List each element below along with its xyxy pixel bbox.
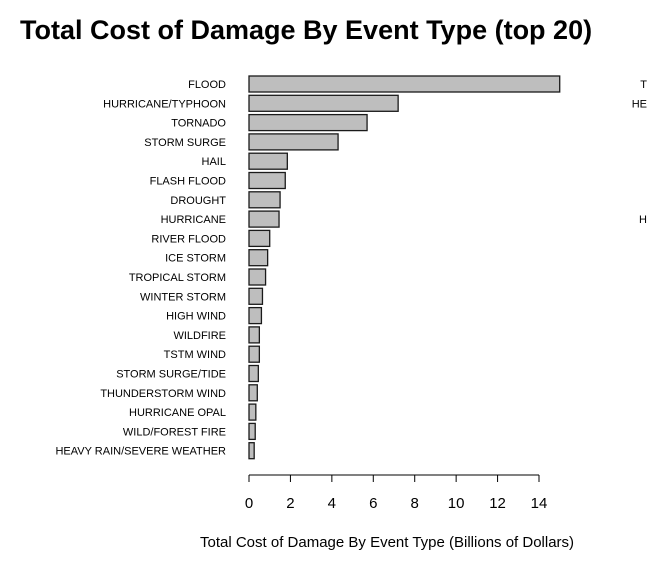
bar-9 xyxy=(248,249,269,267)
x-tick-label-5: 10 xyxy=(448,495,465,512)
chart-title: Total Cost of Damage By Event Type (top … xyxy=(20,15,592,45)
category-label-16: THUNDERSTORM WIND xyxy=(100,388,226,400)
category-label-9: ICE STORM xyxy=(165,253,226,265)
category-label-5: FLASH FLOOD xyxy=(150,176,226,188)
category-labels: FLOOD HURRICANE/TYPHOON TORNADO STORM SURGE… xyxy=(55,79,226,458)
category-label-19: HEAVY RAIN/SEVERE WEATHER xyxy=(55,446,226,458)
bar-3 xyxy=(248,133,339,151)
clipped-label-1: HE xyxy=(632,98,647,110)
bar-0 xyxy=(248,75,561,93)
category-label-6: DROUGHT xyxy=(170,195,226,207)
category-label-11: WINTER STORM xyxy=(140,291,226,303)
category-label-14: TSTM WIND xyxy=(164,349,226,361)
x-tick-label-4: 8 xyxy=(411,495,419,512)
bar-4 xyxy=(248,152,288,170)
bar-6 xyxy=(248,191,281,209)
x-tick-label-7: 14 xyxy=(531,495,548,512)
x-axis: 0 2 4 6 8 10 12 14 xyxy=(245,474,548,512)
category-label-15: STORM SURGE/TIDE xyxy=(116,369,226,381)
x-tick-label-1: 2 xyxy=(286,495,294,512)
bars-group xyxy=(248,75,561,460)
x-tick-label-6: 12 xyxy=(489,495,506,512)
category-label-12: HIGH WIND xyxy=(166,311,226,323)
bar-15 xyxy=(248,364,259,383)
bar-13 xyxy=(248,326,261,344)
bar-12 xyxy=(248,306,263,325)
category-label-8: RIVER FLOOD xyxy=(151,233,226,245)
bar-11 xyxy=(248,287,264,305)
bar-8 xyxy=(248,229,271,248)
category-label-13: WILDFIRE xyxy=(173,330,226,342)
bar-18 xyxy=(248,422,256,441)
bar-2 xyxy=(248,113,368,132)
clipped-right-labels: T HE H xyxy=(632,79,647,226)
bar-10 xyxy=(248,268,267,286)
x-tick-label-0: 0 xyxy=(245,495,253,512)
x-tick-label-2: 4 xyxy=(328,495,336,512)
category-label-1: HURRICANE/TYPHOON xyxy=(103,98,226,110)
category-label-10: TROPICAL STORM xyxy=(129,272,226,284)
bar-17 xyxy=(248,403,257,421)
category-label-18: WILD/FOREST FIRE xyxy=(123,426,226,438)
category-label-7: HURRICANE xyxy=(161,214,226,226)
bar-19 xyxy=(248,442,255,460)
clipped-label-0: T xyxy=(640,79,647,91)
category-label-3: STORM SURGE xyxy=(144,137,226,149)
bar-16 xyxy=(248,384,258,402)
category-label-2: TORNADO xyxy=(171,118,226,130)
bar-7 xyxy=(248,210,280,228)
category-label-17: HURRICANE OPAL xyxy=(129,407,226,419)
clipped-label-2: H xyxy=(639,214,647,226)
x-axis-title: Total Cost of Damage By Event Type (Bill… xyxy=(200,534,574,551)
bar-1 xyxy=(248,94,399,112)
bar-5 xyxy=(248,171,286,190)
category-label-4: HAIL xyxy=(202,156,226,168)
category-label-0: FLOOD xyxy=(188,79,226,91)
x-tick-label-3: 6 xyxy=(369,495,377,512)
bar-14 xyxy=(248,345,261,363)
